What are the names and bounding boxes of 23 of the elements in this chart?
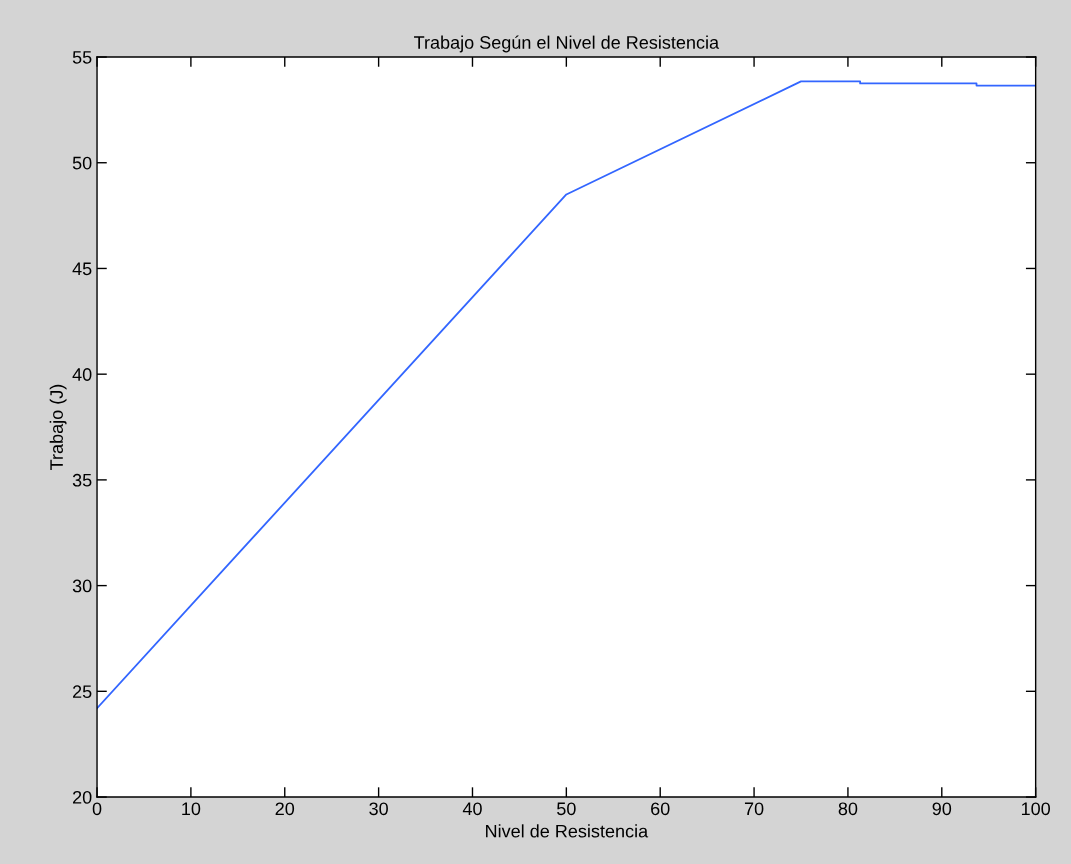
y-tick-label: 35 xyxy=(72,473,92,487)
x-tick-label: 50 xyxy=(557,802,576,816)
x-tick-label: 40 xyxy=(462,802,482,816)
y-tick-label: 30 xyxy=(72,579,92,593)
y-tick-label: 55 xyxy=(72,51,92,64)
y-tick-label: 25 xyxy=(73,685,92,699)
y-tick-label: 45 xyxy=(72,262,92,276)
y-tick-label: 20 xyxy=(73,790,92,804)
x-tick-label: 70 xyxy=(744,802,764,816)
chart-title: Trabajo Según el Nivel de Resistencia xyxy=(414,35,720,53)
x-tick-label: 0 xyxy=(92,802,102,816)
x-tick-label: 90 xyxy=(932,802,952,816)
x-axis-title: Nivel de Resistencia xyxy=(486,824,649,838)
x-tick-label: 80 xyxy=(838,802,858,816)
y-axis-title: Trabajo (J) xyxy=(49,384,67,470)
x-tick-label: 20 xyxy=(275,802,295,816)
x-tick-label: 10 xyxy=(182,802,201,816)
line-series xyxy=(97,80,1036,710)
y-tick-label: 40 xyxy=(72,368,92,381)
x-tick-label: 30 xyxy=(369,802,388,816)
y-tick-label: 50 xyxy=(72,156,92,170)
x-tick-label: 100 xyxy=(1021,802,1051,816)
x-tick-label: 60 xyxy=(651,802,670,816)
